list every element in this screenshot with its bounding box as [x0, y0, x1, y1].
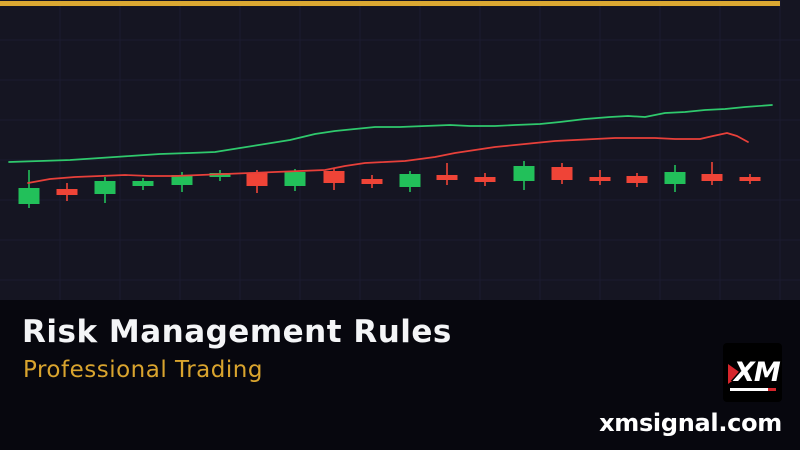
xm-logo-triangle-icon: [728, 364, 742, 384]
candles: [18, 161, 761, 208]
website-url: xmsignal.com: [599, 409, 782, 437]
top-accent-bar: [0, 1, 780, 6]
candlestick-chart: [0, 0, 800, 300]
red-ma-line: [27, 132, 749, 184]
xm-logo-underline-red: [768, 388, 776, 391]
chart-panel: [0, 0, 800, 300]
xm-logo: XM: [723, 343, 782, 402]
chart-background: [0, 0, 800, 300]
xm-logo-underline: [730, 388, 768, 391]
chart-grid: [0, 0, 800, 300]
caption-panel: Risk Management Rules Professional Tradi…: [0, 300, 800, 450]
page-subtitle: Professional Trading: [23, 357, 263, 383]
page-title: Risk Management Rules: [22, 314, 452, 350]
xm-logo-text: XM: [734, 357, 781, 388]
green-ma-line: [8, 104, 773, 163]
